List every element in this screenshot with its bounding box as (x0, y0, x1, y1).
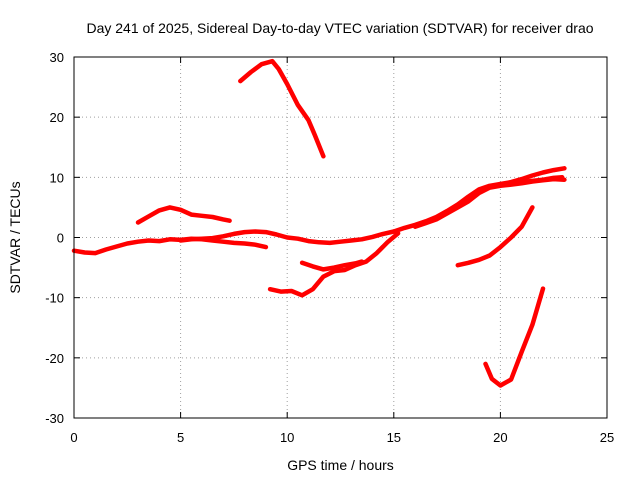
series-trace-8 (299, 259, 365, 272)
chart-title: Day 241 of 2025, Sidereal Day-to-day VTE… (86, 20, 593, 36)
x-tick-label: 20 (493, 430, 507, 445)
series-trace-6 (238, 58, 326, 159)
y-tick-label: 20 (50, 110, 64, 125)
series-trace-1 (71, 236, 269, 256)
series-trace-5 (476, 175, 565, 195)
series-trace-9 (455, 205, 535, 268)
x-axis-ticks: 0 5 10 15 20 25 (70, 57, 614, 445)
plot-frame (73, 56, 608, 419)
y-tick-label: 0 (57, 231, 64, 246)
data-series (71, 58, 567, 388)
y-axis-ticks: -30 -20 -10 0 10 20 30 (45, 50, 607, 426)
y-tick-label: 30 (50, 50, 64, 65)
grid (74, 57, 607, 418)
series-trace-2 (135, 205, 232, 225)
x-axis-label: GPS time / hours (287, 457, 394, 473)
y-tick-label: -30 (45, 411, 64, 426)
x-tick-label: 15 (387, 430, 401, 445)
y-tick-label: 10 (50, 170, 64, 185)
x-tick-label: 25 (600, 430, 614, 445)
x-tick-label: 5 (177, 430, 184, 445)
series-trace-3 (178, 166, 567, 246)
y-axis-label: SDTVAR / TECUs (7, 181, 23, 293)
series-trace-7 (267, 231, 401, 298)
x-tick-label: 0 (70, 430, 77, 445)
y-tick-label: -10 (45, 291, 64, 306)
series-trace-10 (483, 286, 546, 388)
y-tick-label: -20 (45, 351, 64, 366)
x-tick-label: 10 (280, 430, 294, 445)
